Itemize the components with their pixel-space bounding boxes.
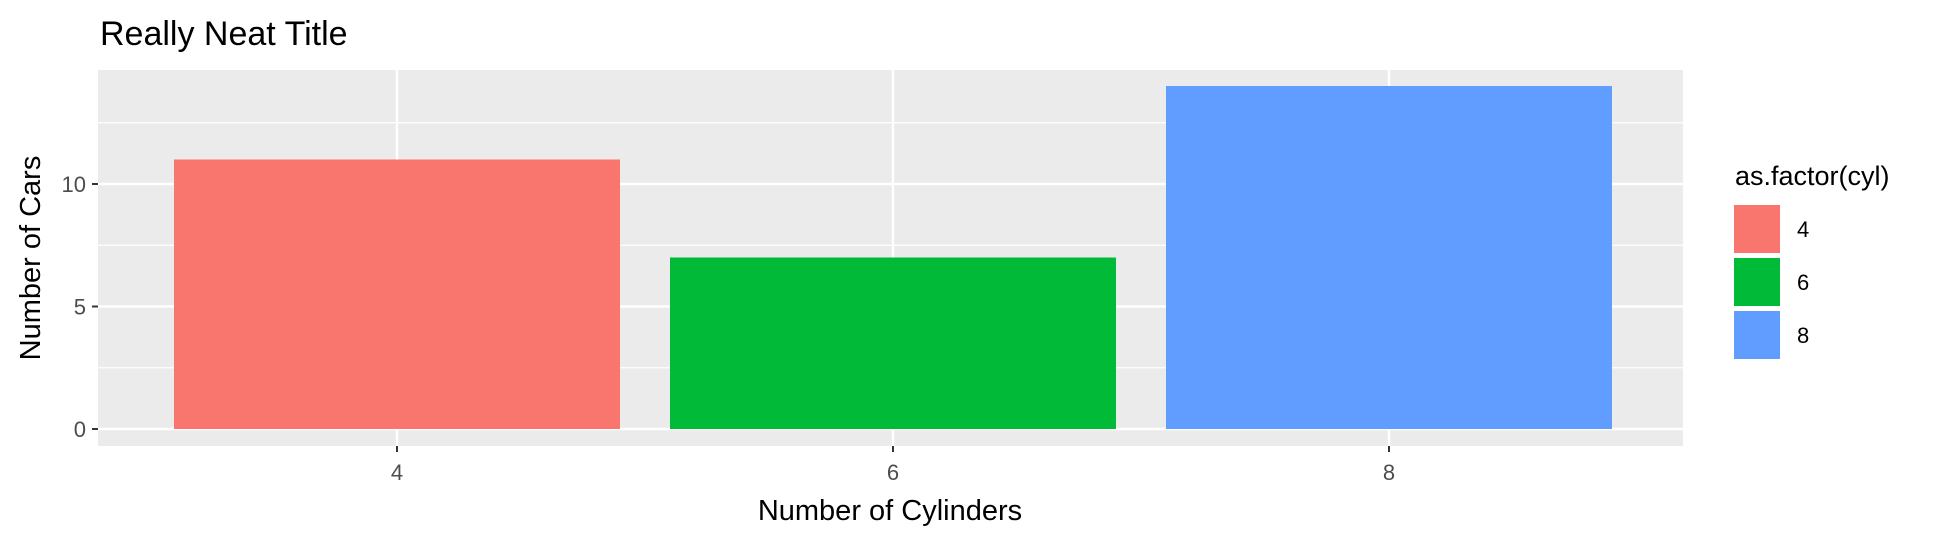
chart-title: Really Neat Title: [100, 15, 348, 53]
legend-key-8: [1734, 311, 1780, 359]
x-tick-label: 6: [887, 460, 899, 485]
bars: [174, 86, 1612, 429]
legend-label-8: 8: [1797, 323, 1809, 348]
y-axis-ticks: 0 5 10: [62, 172, 98, 442]
y-tick-label: 0: [74, 417, 86, 442]
y-tick-label: 10: [62, 172, 86, 197]
legend: as.factor(cyl) 4 6 8: [1734, 161, 1890, 359]
legend-key-4: [1734, 205, 1780, 253]
legend-items: 4 6 8: [1734, 205, 1809, 359]
x-tick-label: 4: [391, 460, 403, 485]
y-tick-label: 5: [74, 295, 86, 320]
bar-cyl-6: [670, 257, 1116, 429]
legend-title: as.factor(cyl): [1735, 161, 1890, 191]
legend-key-6: [1734, 258, 1780, 306]
legend-label-4: 4: [1797, 217, 1809, 242]
bar-cyl-4: [174, 159, 620, 429]
y-axis-title: Number of Cars: [15, 156, 47, 361]
x-axis-title: Number of Cylinders: [758, 495, 1022, 527]
x-axis-ticks: 4 6 8: [391, 446, 1395, 485]
bar-cyl-8: [1166, 86, 1612, 429]
legend-label-6: 6: [1797, 270, 1809, 295]
x-tick-label: 8: [1383, 460, 1395, 485]
